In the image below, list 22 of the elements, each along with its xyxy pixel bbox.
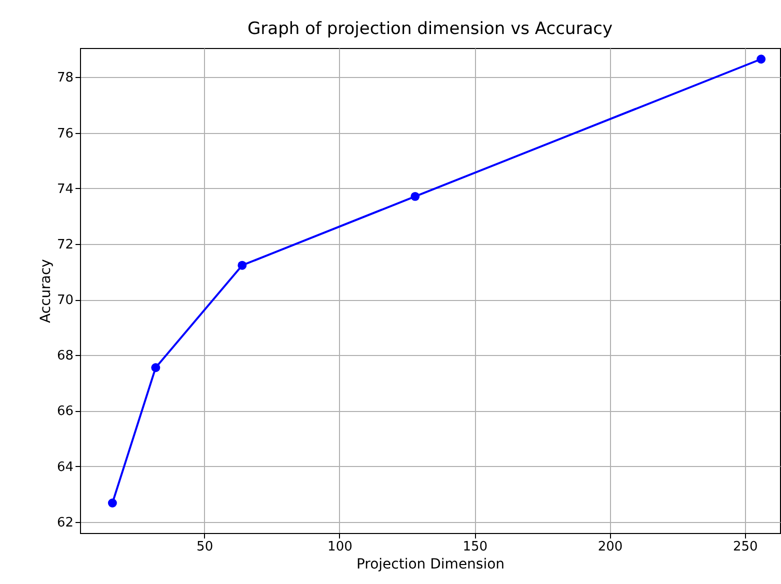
x-axis-title: Projection Dimension (356, 556, 505, 572)
point (151, 363, 160, 372)
point (410, 192, 420, 201)
y-tick-label: 70 (56, 293, 74, 308)
x-tick-label: 50 (196, 540, 214, 554)
point (108, 498, 117, 508)
y-tick-label: 78 (56, 70, 74, 86)
y-tick-label: 68 (56, 348, 74, 364)
y-tick-label: 66 (56, 404, 74, 420)
x-tick-label: 200 (598, 540, 623, 554)
x-tick-label: 250 (732, 540, 758, 554)
point (238, 260, 247, 270)
point (756, 54, 766, 64)
y-tick-label: 72 (56, 237, 74, 252)
x-tick-label: 150 (462, 540, 488, 554)
y-tick-label: 64 (56, 460, 74, 475)
y-tick-label: 76 (56, 126, 74, 142)
y-axis-title: Accuracy (38, 259, 54, 323)
y-tick-label: 74 (56, 182, 74, 197)
chart-title: Graph of projection dimension vs Accuracy (247, 19, 613, 39)
y-tick-label: 62 (56, 515, 74, 530)
x-tick-label: 100 (328, 540, 352, 554)
